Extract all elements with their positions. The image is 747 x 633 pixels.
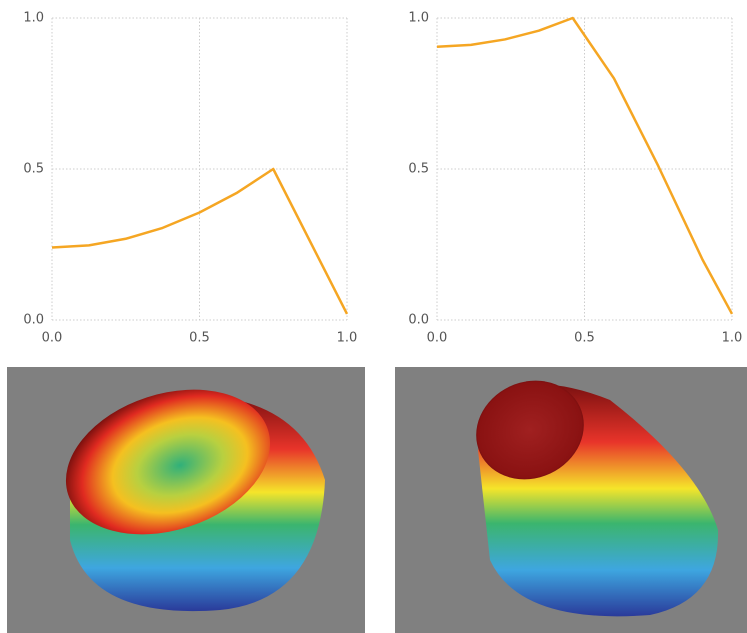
y-tick-label: 0.5 — [408, 162, 429, 177]
y-tick-label: 0.0 — [23, 313, 44, 328]
y-tick-label: 0.0 — [408, 313, 429, 328]
y-tick-label: 0.5 — [23, 162, 44, 177]
line — [51, 167, 349, 315]
x-tick-label: 0.5 — [189, 331, 210, 346]
line — [436, 16, 734, 315]
x-tick-label: 0.5 — [574, 331, 595, 346]
x-tick-label: 0.0 — [427, 331, 448, 346]
render-left — [7, 367, 365, 633]
x-tick-label: 0.0 — [42, 331, 63, 346]
x-tick-label: 1.0 — [337, 331, 358, 346]
y-tick-label: 1.0 — [23, 11, 44, 26]
render-right — [395, 367, 747, 633]
x-tick-label: 1.0 — [722, 331, 743, 346]
y-tick-label: 1.0 — [408, 11, 429, 26]
